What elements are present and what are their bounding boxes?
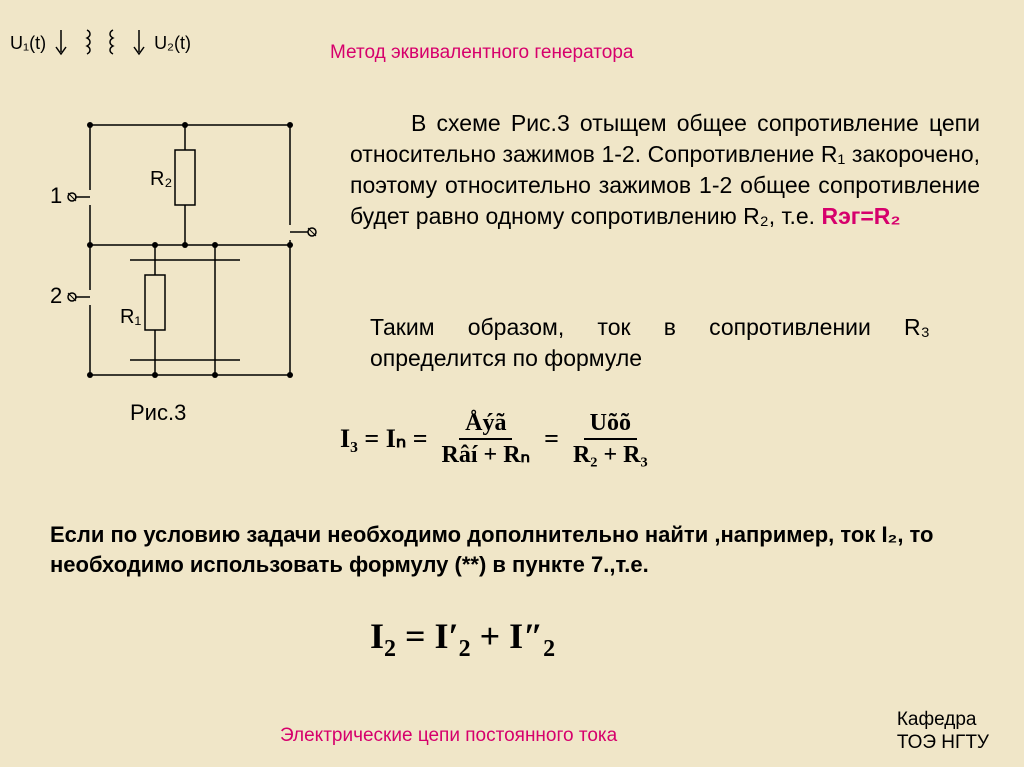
figure-label: Рис.3 xyxy=(130,400,186,426)
page-title: Метод эквивалентного генератора xyxy=(330,42,633,64)
formula1-frac2: Uõõ R₂ + R₃ xyxy=(567,410,654,469)
formula-1: I₃ = Iₙ = Åýã Râí + Rₙ = Uõõ R₂ + R₃ xyxy=(340,410,654,469)
r1-label: R₁ xyxy=(120,306,141,328)
r2-label: R₂ xyxy=(150,168,172,190)
paragraph-2: Таким образом, ток в сопротивлении R₃ оп… xyxy=(370,312,930,374)
u1-label: U₁(t) xyxy=(10,33,46,54)
formula-2: I2 = I′2 + I″2 xyxy=(370,615,555,663)
terminal-1: 1 xyxy=(50,183,62,208)
u2-label: U₂(t) xyxy=(154,33,191,54)
coil-right-icon xyxy=(102,28,124,58)
footer-right: Кафедра ТОЭ НГТУ xyxy=(897,708,989,756)
terminal-2: 2 xyxy=(50,283,62,308)
formula1-eq: = xyxy=(544,424,559,454)
circuit-diagram: R₂ R₁ 1 2 xyxy=(50,105,330,425)
header-transformer: U₁(t) U₂(t) xyxy=(10,28,191,58)
coil-left-icon xyxy=(76,28,98,58)
formula1-lhs: I₃ = Iₙ = xyxy=(340,424,428,454)
paragraph-1: В схеме Рис.3 отыщем общее сопротивление… xyxy=(350,108,980,232)
formula1-frac1: Åýã Râí + Rₙ xyxy=(436,410,537,469)
arrow-down-icon xyxy=(128,28,150,58)
arrow-down-icon xyxy=(50,28,72,58)
para1-highlight: Rэг=R₂ xyxy=(821,203,900,229)
footer-center: Электрические цепи постоянного тока xyxy=(280,725,617,747)
paragraph-3: Если по условию задачи необходимо дополн… xyxy=(50,520,970,579)
